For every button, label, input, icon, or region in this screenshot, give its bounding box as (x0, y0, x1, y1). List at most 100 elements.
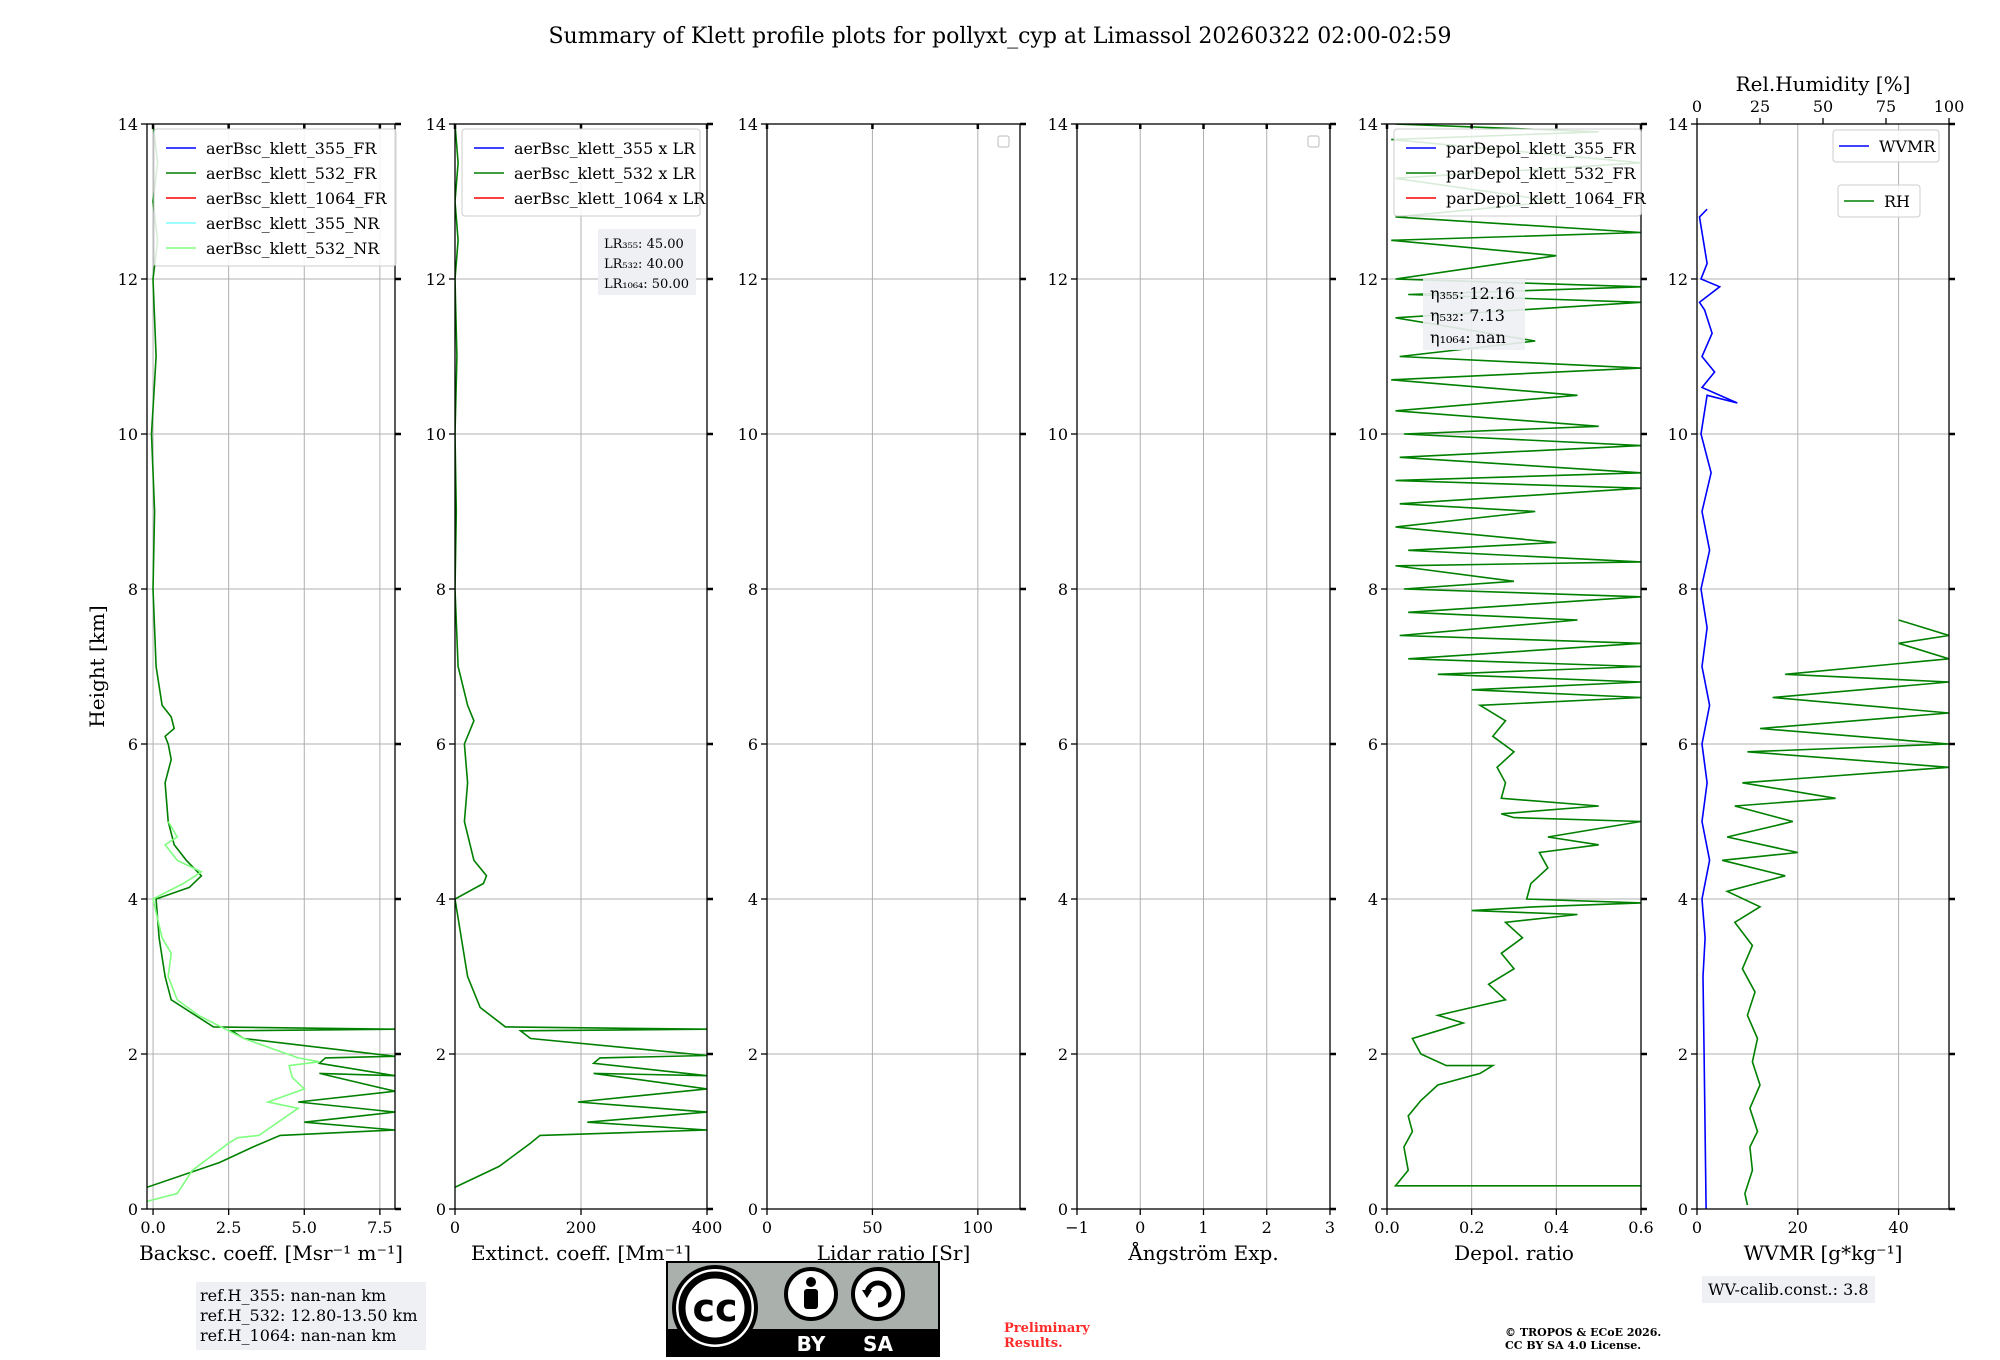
y-tick-label: 8 (436, 580, 446, 599)
preliminary-line-1: Preliminary (1004, 1321, 1090, 1336)
y-tick-label: 8 (1058, 580, 1068, 599)
eta-line: η₁₀₆₄: nan (1430, 328, 1506, 347)
series-line-RH (1722, 619, 1949, 1206)
x-tick-label: 2.5 (216, 1218, 241, 1237)
x-axis-label: Backsc. coeff. [Msr⁻¹ m⁻¹] (139, 1241, 403, 1265)
x-axis-label: Depol. ratio (1454, 1241, 1574, 1265)
legend-label: aerBsc_klett_532_FR (206, 164, 377, 183)
legend-label: aerBsc_klett_355 x LR (514, 139, 696, 158)
legend-box (153, 128, 397, 267)
x-tick-label: −1 (1065, 1218, 1089, 1237)
x-tick-label: 0.2 (1459, 1218, 1484, 1237)
x-tick-label: 0.4 (1544, 1218, 1569, 1237)
ref-height-355: ref.H_355: nan-nan km (200, 1286, 387, 1305)
x-tick-label: 200 (566, 1218, 597, 1237)
y-tick-label: 10 (1358, 425, 1378, 444)
y-tick-label: 12 (1048, 270, 1068, 289)
y-tick-label: 2 (748, 1045, 758, 1064)
preliminary-line-2: Results. (1004, 1336, 1063, 1351)
wv-calib-const: WV-calib.const.: 3.8 (1708, 1280, 1869, 1299)
x-tick-label: 1 (1198, 1218, 1208, 1237)
legend-box (461, 128, 701, 217)
lidar-ratio-line: LR₃₅₅: 45.00 (604, 237, 684, 252)
legend-label: aerBsc_klett_355_NR (206, 214, 380, 233)
plot-frame (766, 123, 1021, 1210)
y-tick-label: 8 (1368, 580, 1378, 599)
x-tick-label: 20 (1788, 1218, 1808, 1237)
legend-box (1832, 129, 1940, 163)
y-tick-label: 2 (1368, 1045, 1378, 1064)
sa-label: SA (863, 1332, 893, 1356)
x-tick-label: 0 (1135, 1218, 1145, 1237)
y-axis-label: Height [km] (85, 605, 109, 727)
y-tick-label: 12 (738, 270, 758, 289)
top-x-axis-label: Rel.Humidity [%] (1736, 72, 1911, 96)
x-tick-label: 7.5 (367, 1218, 392, 1237)
copyright-note: © TROPOS & ECoE 2026. CC BY SA 4.0 Licen… (1505, 1326, 1725, 1352)
y-tick-label: 14 (426, 115, 446, 134)
chart-panel-1: 0 2 4 6 8 10 12 14 0.0 2.5 5.0 7.5 Backsc. coeff. [M… (85, 115, 403, 1265)
x-tick-label: 40 (1888, 1218, 1908, 1237)
x-tick-label: 5.0 (292, 1218, 317, 1237)
top-x-tick-label: 25 (1750, 97, 1770, 116)
top-x-tick-label: 0 (1692, 97, 1702, 116)
y-tick-label: 12 (118, 270, 138, 289)
series-line-aerBsc_klett_532_NR (147, 821, 320, 1203)
y-tick-label: 2 (128, 1045, 138, 1064)
x-axis-label: Ångström Exp. (1127, 1240, 1278, 1265)
y-tick-label: 10 (426, 425, 446, 444)
x-axis-label: WVMR [g*kg⁻¹] (1744, 1241, 1903, 1265)
top-x-tick-label: 75 (1876, 97, 1896, 116)
copyright-line-1: © TROPOS & ECoE 2026. (1505, 1326, 1662, 1339)
x-tick-label: 0 (1692, 1218, 1702, 1237)
lidar-ratio-line: LR₁₀₆₄: 50.00 (604, 277, 689, 292)
figure-title: Summary of Klett profile plots for polly… (548, 24, 1451, 49)
y-tick-label: 4 (436, 890, 446, 909)
plot-frame (1696, 123, 1950, 1210)
legend-box (1393, 128, 1642, 217)
plot-frame (146, 123, 396, 1210)
chart-panel-5: 0 2 4 6 8 10 12 14 0.0 0.2 0.4 0.6 Depol. ratio parDe… (1358, 115, 1654, 1265)
x-tick-label: 0.0 (1374, 1218, 1399, 1237)
y-tick-label: 6 (748, 735, 758, 754)
legend-box (1837, 184, 1921, 218)
y-tick-label: 0 (1678, 1200, 1688, 1219)
x-tick-label: 400 (692, 1218, 723, 1237)
legend-label: aerBsc_klett_532 x LR (514, 164, 696, 183)
y-tick-label: 6 (1368, 735, 1378, 754)
x-axis-label: Extinct. coeff. [Mm⁻¹] (471, 1241, 691, 1265)
series-line-aerBsc_klett_532_FR (147, 124, 395, 1189)
copyright-line-2: CC BY SA 4.0 License. (1505, 1339, 1642, 1352)
y-tick-label: 10 (738, 425, 758, 444)
y-tick-label: 0 (1368, 1200, 1378, 1219)
preliminary-results-note: Preliminary Results. (1004, 1321, 1124, 1351)
y-tick-label: 14 (1668, 115, 1688, 134)
y-tick-label: 14 (1358, 115, 1378, 134)
top-x-tick-label: 50 (1813, 97, 1833, 116)
wv-calib-box: WV-calib.const.: 3.8 (1702, 1276, 1875, 1303)
y-tick-label: 12 (426, 270, 446, 289)
by-label: BY (797, 1332, 826, 1356)
legend-label: parDepol_klett_1064_FR (1446, 189, 1647, 208)
y-tick-label: 4 (128, 890, 138, 909)
x-tick-label: 0 (450, 1218, 460, 1237)
y-tick-label: 8 (1678, 580, 1688, 599)
cc-logo-text: cc (692, 1286, 737, 1330)
ref-height-532: ref.H_532: 12.80-13.50 km (200, 1306, 418, 1325)
y-tick-label: 0 (748, 1200, 758, 1219)
y-tick-label: 10 (118, 425, 138, 444)
y-tick-label: 10 (1668, 425, 1688, 444)
series-line-WVMR (1698, 208, 1738, 1209)
y-tick-label: 2 (1678, 1045, 1688, 1064)
y-tick-label: 10 (1048, 425, 1068, 444)
y-tick-label: 14 (1048, 115, 1068, 134)
y-tick-label: 12 (1668, 270, 1688, 289)
plot-frame (1386, 123, 1642, 1210)
x-tick-label: 2 (1262, 1218, 1272, 1237)
legend-label: aerBsc_klett_1064 x LR (514, 189, 706, 208)
y-tick-label: 6 (128, 735, 138, 754)
y-tick-label: 6 (1678, 735, 1688, 754)
